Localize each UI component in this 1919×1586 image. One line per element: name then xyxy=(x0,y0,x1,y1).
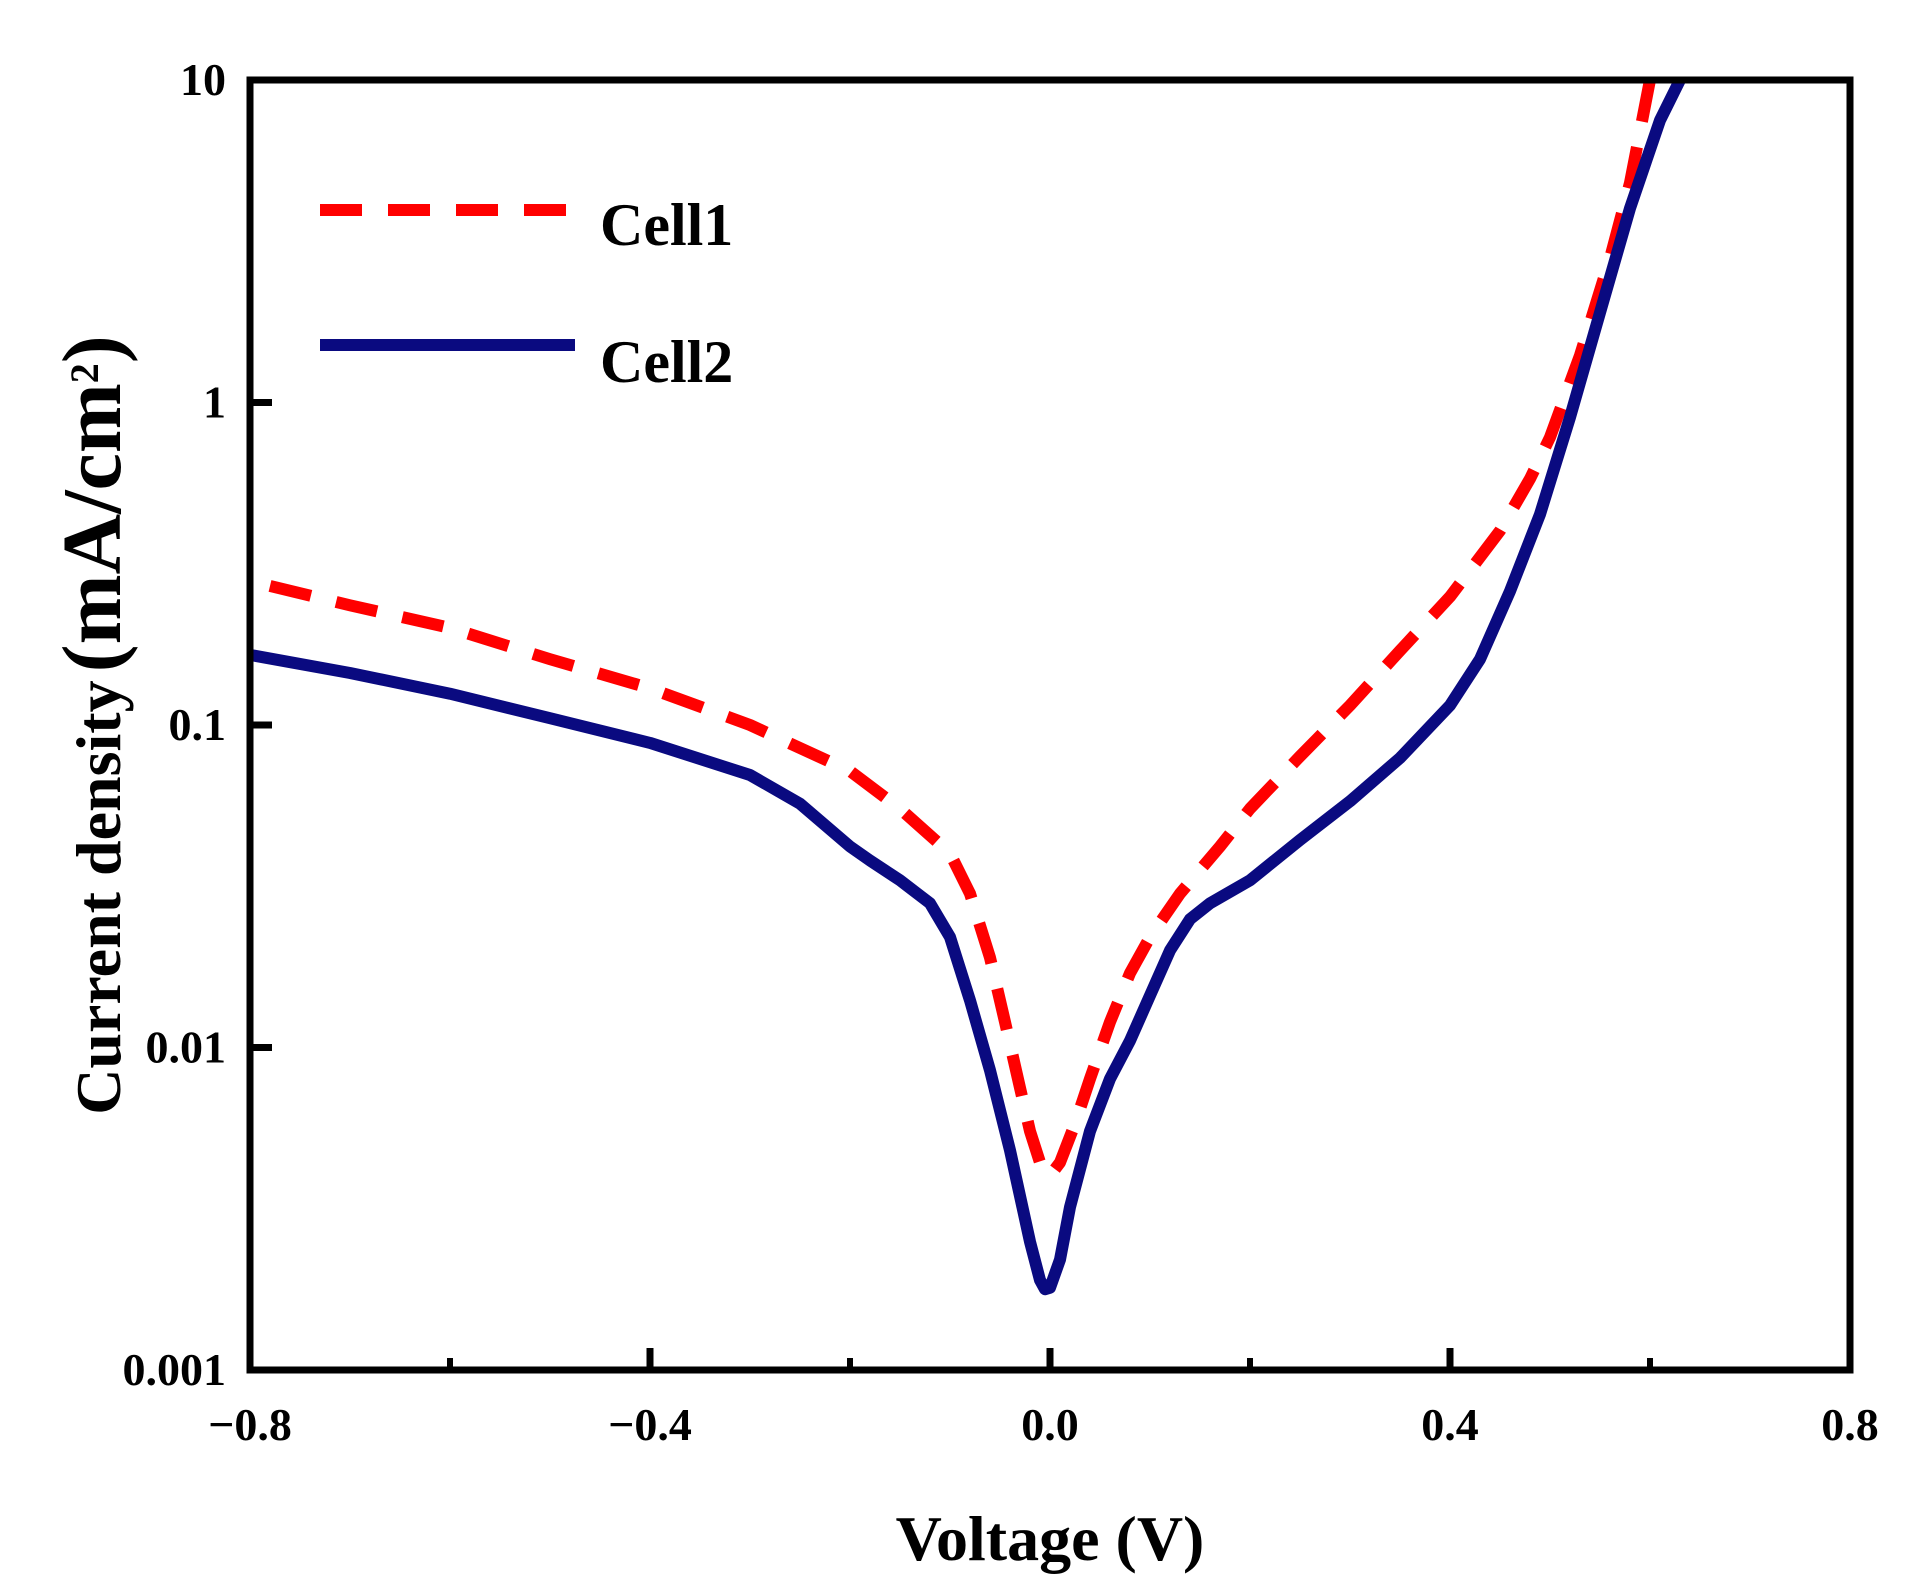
y-tick-label: 0.01 xyxy=(146,1022,227,1073)
y-axis-title-unit-open: (mA/cm xyxy=(46,383,139,672)
x-tick-label: −0.8 xyxy=(208,1399,292,1450)
x-tick-label: 0.8 xyxy=(1821,1399,1879,1450)
ticks-layer: −0.8 −0.4 0.0 0.4 0.8 0.001 0.01 0.1 1 10 xyxy=(123,54,1879,1450)
y-tick-label: 0.1 xyxy=(169,699,227,750)
legend: Cell1 Cell2 xyxy=(320,192,733,395)
series-line-cell1 xyxy=(268,80,1656,1182)
series-line-cell2 xyxy=(250,80,1686,1296)
y-tick-label: 0.001 xyxy=(123,1344,227,1395)
y-axis-title-main: Current density xyxy=(63,680,134,1114)
y-tick-label: 1 xyxy=(203,377,226,428)
y-tick-label: 10 xyxy=(180,54,226,105)
series-layer xyxy=(250,80,1686,1296)
x-tick-label: −0.4 xyxy=(608,1399,692,1450)
x-tick-label: 0.4 xyxy=(1421,1399,1479,1450)
legend-label-cell2: Cell2 xyxy=(600,329,733,395)
x-axis-title: Voltage (V) xyxy=(896,1503,1205,1574)
y-axis-title-unit-close: ) xyxy=(46,335,139,363)
x-tick-label: 0.0 xyxy=(1021,1399,1079,1450)
y-axis-title: Current density (mA/cm2) xyxy=(46,335,139,1115)
y-axis-title-unit-sup: 2 xyxy=(62,363,107,383)
legend-label-cell1: Cell1 xyxy=(600,192,733,258)
